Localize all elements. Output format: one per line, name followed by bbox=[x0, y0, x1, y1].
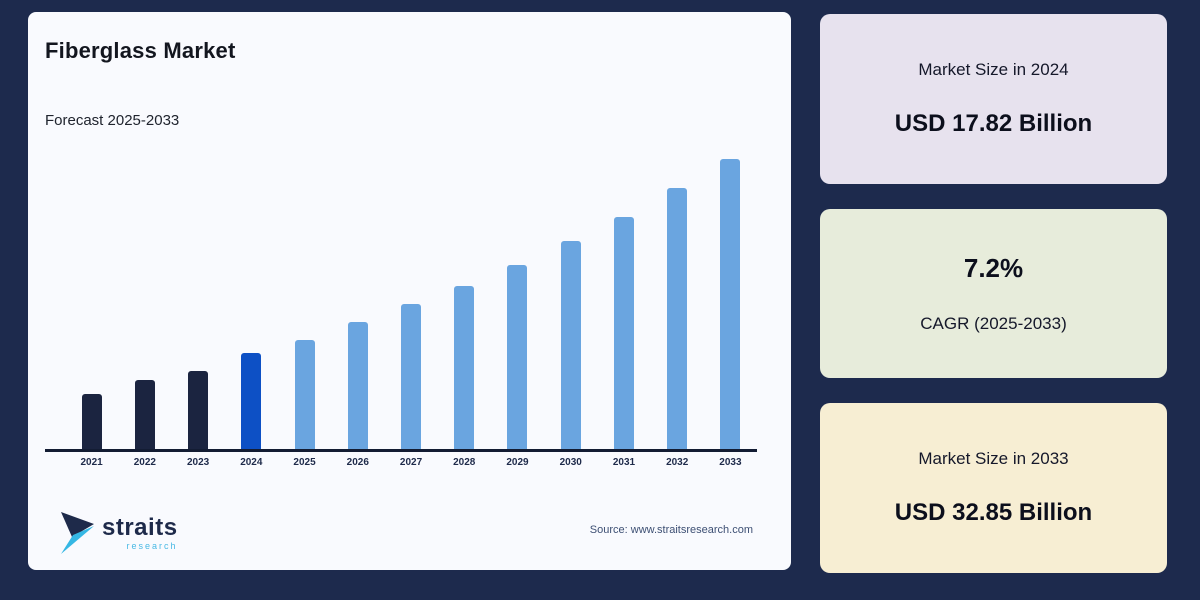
x-axis-label-2022: 2022 bbox=[133, 457, 156, 468]
cagr-value: 7.2% bbox=[963, 253, 1024, 283]
bar-2028 bbox=[454, 286, 475, 449]
x-axis-label-2029: 2029 bbox=[506, 457, 529, 468]
market-size-2024-label: Market Size in 2024 bbox=[918, 60, 1069, 79]
logo-subname: research bbox=[126, 540, 178, 551]
bar-series bbox=[45, 159, 757, 452]
bar-2027 bbox=[401, 304, 422, 449]
market-size-2033-value: USD 32.85 Billion bbox=[894, 499, 1093, 526]
bar-column-2026 bbox=[331, 162, 384, 449]
bar-2031 bbox=[613, 217, 634, 449]
bar-2026 bbox=[347, 322, 368, 449]
forecast-subtitle: Forecast 2025-2033 bbox=[45, 112, 180, 129]
bar-column-2032 bbox=[651, 162, 704, 449]
x-axis-label-2024: 2024 bbox=[240, 457, 263, 468]
x-axis-labels: 2021 2022 2023 2024 2025 2026 2027 2028 2029 2030… bbox=[45, 457, 757, 468]
x-axis-label-2032: 2032 bbox=[666, 457, 689, 468]
x-axis-label-2027: 2027 bbox=[399, 457, 423, 468]
x-axis-label-2033: 2033 bbox=[719, 457, 742, 468]
market-size-2024-value: USD 17.82 Billion bbox=[894, 110, 1093, 137]
bar-column-2028 bbox=[438, 162, 491, 449]
bar-column-2029 bbox=[491, 162, 544, 449]
market-size-2024-panel: Market Size in 2024 USD 17.82 Billion bbox=[820, 14, 1167, 184]
bar-column-2031 bbox=[597, 162, 650, 449]
bar-2025 bbox=[294, 340, 315, 449]
bar-column-2024 bbox=[225, 162, 278, 449]
bar-column-2027 bbox=[384, 162, 437, 449]
x-axis-label-2028: 2028 bbox=[453, 457, 476, 468]
bar-column-2021 bbox=[65, 162, 118, 449]
bar-2030 bbox=[560, 241, 581, 449]
bar-2021 bbox=[81, 394, 102, 449]
bar-2023 bbox=[188, 371, 209, 449]
logo-text: straits research bbox=[102, 513, 178, 551]
x-axis-label-2030: 2030 bbox=[559, 457, 582, 468]
straits-research-logo: straits research bbox=[58, 510, 178, 556]
x-axis-label-2026: 2026 bbox=[346, 457, 369, 468]
bar-column-2033 bbox=[704, 159, 757, 449]
bar-2024 bbox=[241, 353, 262, 449]
cagr-panel: 7.2% CAGR (2025-2033) bbox=[820, 209, 1167, 378]
bar-chart: 2021 2022 2023 2024 2025 2026 2027 2028 2029 2030… bbox=[45, 159, 757, 468]
bar-column-2030 bbox=[544, 162, 597, 449]
market-size-2033-label: Market Size in 2033 bbox=[918, 449, 1069, 468]
bar-column-2025 bbox=[278, 162, 331, 449]
x-axis-label-2025: 2025 bbox=[293, 457, 316, 468]
x-axis-label-2023: 2023 bbox=[186, 457, 210, 468]
bar-column-2023 bbox=[171, 162, 224, 449]
logo-name: straits bbox=[102, 513, 178, 541]
bar-2022 bbox=[134, 380, 155, 449]
chart-card: Fiberglass Market Forecast 2025-2033 202… bbox=[28, 12, 791, 570]
source-attribution: Source: www.straitsresearch.com bbox=[589, 524, 753, 536]
bar-column-2022 bbox=[118, 162, 171, 449]
x-axis-label-2031: 2031 bbox=[612, 457, 636, 468]
market-size-2033-panel: Market Size in 2033 USD 32.85 Billion bbox=[820, 403, 1167, 573]
bar-2033 bbox=[720, 159, 741, 449]
cagr-label: CAGR (2025-2033) bbox=[920, 314, 1067, 333]
bar-2032 bbox=[667, 188, 688, 449]
x-axis-label-2021: 2021 bbox=[80, 457, 103, 468]
page-title: Fiberglass Market bbox=[45, 38, 236, 63]
straits-logo-icon bbox=[61, 512, 94, 554]
bar-2029 bbox=[507, 265, 528, 449]
